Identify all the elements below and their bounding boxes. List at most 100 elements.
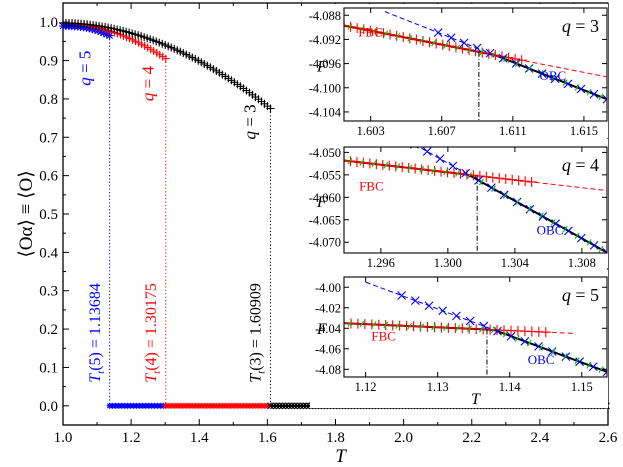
inset-x-axis-label: T xyxy=(471,391,481,408)
obc-marker-d2 xyxy=(459,38,469,48)
obc-marker-d2 xyxy=(564,226,573,236)
obc-marker xyxy=(589,89,599,99)
inset-y-tick-label: -4.070 xyxy=(309,236,341,250)
fit-marker xyxy=(371,28,377,35)
zero-point xyxy=(291,402,298,410)
zero-point-d2 xyxy=(291,402,298,410)
zero-point xyxy=(273,402,280,410)
inset-y-tick-label: -4.104 xyxy=(309,105,342,119)
obc-marker-d2 xyxy=(551,219,561,229)
obc-marker-d2 xyxy=(433,28,443,38)
fbc-marker xyxy=(344,20,349,31)
obc-marker-d2 xyxy=(461,168,471,178)
fbc-marker xyxy=(526,176,537,187)
obc-marker-d1 xyxy=(602,94,607,101)
zero-point xyxy=(279,402,286,410)
fit-marker xyxy=(478,325,484,333)
obc-marker xyxy=(506,331,516,341)
zero-point xyxy=(294,402,301,410)
fit-marker xyxy=(431,39,437,47)
zero-point-d2 xyxy=(267,402,274,410)
fit-marker xyxy=(383,321,389,329)
fit-marker xyxy=(502,192,508,199)
series-2-tt-label: Tt(3) = 1.60909 xyxy=(248,283,268,383)
obc-marker-d2 xyxy=(575,357,585,367)
fbc-label: FBC xyxy=(371,329,396,344)
obc-marker-d2 xyxy=(446,33,456,43)
obc-marker-d2 xyxy=(563,79,573,89)
inset-x-tick-label: 1.14 xyxy=(499,380,522,394)
main-y-tick-label: 0.2 xyxy=(39,322,58,338)
fit-marker xyxy=(550,218,556,226)
inset-title: q = 3 xyxy=(562,16,599,36)
inset-title: q = 5 xyxy=(562,285,599,305)
obc-marker xyxy=(589,240,599,250)
fit-marker xyxy=(490,185,496,193)
obc-marker-d2 xyxy=(472,43,482,53)
fit-marker xyxy=(443,168,449,176)
fit-marker xyxy=(526,339,532,347)
obc-marker-d2 xyxy=(487,183,496,192)
zero-point-d2 xyxy=(303,402,310,410)
obc-marker-d2 xyxy=(474,175,483,185)
fit-marker xyxy=(419,37,425,45)
main-x-axis-label: T xyxy=(335,446,347,467)
zero-segment-0 xyxy=(106,402,167,409)
obc-fit-line xyxy=(365,281,607,373)
fit-marker xyxy=(598,366,604,373)
obc-marker-d2 xyxy=(498,53,508,63)
fit-marker xyxy=(359,320,365,328)
obc-marker xyxy=(576,233,586,243)
fbc-marker xyxy=(410,163,421,174)
obc-marker-d2 xyxy=(506,331,516,341)
inset-y-tick-label: -4.08 xyxy=(315,363,341,377)
inset-y-tick-label: -4.00 xyxy=(315,281,341,295)
obc-marker-d2 xyxy=(550,74,560,84)
fit-marker xyxy=(586,88,592,96)
inset-y-tick-label: -4.02 xyxy=(315,301,341,315)
obc-marker xyxy=(461,168,471,178)
inset-x-tick-label: 1.300 xyxy=(434,256,462,270)
zero-point-d2 xyxy=(300,402,307,410)
obc-marker-d2 xyxy=(410,296,420,306)
series-0-q-label: q = 5 xyxy=(75,51,94,86)
fbc-marker xyxy=(487,172,498,183)
main-x-tick-label: 2.4 xyxy=(531,430,550,446)
fit-marker xyxy=(586,361,592,369)
fbc-marker xyxy=(417,35,428,46)
fit-marker xyxy=(419,166,425,173)
fit-marker xyxy=(443,42,449,49)
zero-point xyxy=(303,402,310,410)
main-y-tick-label: 0.6 xyxy=(39,169,58,185)
obc-marker xyxy=(422,147,432,156)
inset-y-axis-label: F xyxy=(316,59,327,76)
obc-marker-d2 xyxy=(534,342,543,351)
fit-marker xyxy=(431,167,437,175)
fbc-marker xyxy=(385,29,396,40)
fbc-marker xyxy=(470,46,481,57)
fbc-marker xyxy=(516,55,527,66)
fit-marker xyxy=(586,239,592,246)
fit-marker xyxy=(359,159,365,166)
zero-point xyxy=(270,402,277,410)
fit-marker xyxy=(467,46,473,54)
fbc-marker xyxy=(351,156,362,167)
series-1-tt-label: Tt(4) = 1.30175 xyxy=(143,283,163,383)
obc-marker xyxy=(588,362,598,372)
fit-marker xyxy=(383,30,389,38)
inset-background xyxy=(310,270,608,408)
zero-point xyxy=(300,402,307,410)
zero-point-d2 xyxy=(288,402,295,410)
fbc-marker xyxy=(424,37,435,48)
inset-x-tick-label: 1.308 xyxy=(568,256,596,270)
zero-point-d2 xyxy=(294,402,301,410)
fbc-marker xyxy=(344,155,349,166)
inset-2: 1.296 1.300 1.304 1.308 -4.050 -4.055 -4.060 -4… xyxy=(309,139,608,270)
fit-marker xyxy=(538,69,544,77)
fit-marker xyxy=(455,324,461,332)
fbc-marker xyxy=(390,161,401,172)
obc-marker xyxy=(435,154,445,164)
fbc-marker xyxy=(503,52,514,63)
fit-marker xyxy=(514,60,520,68)
